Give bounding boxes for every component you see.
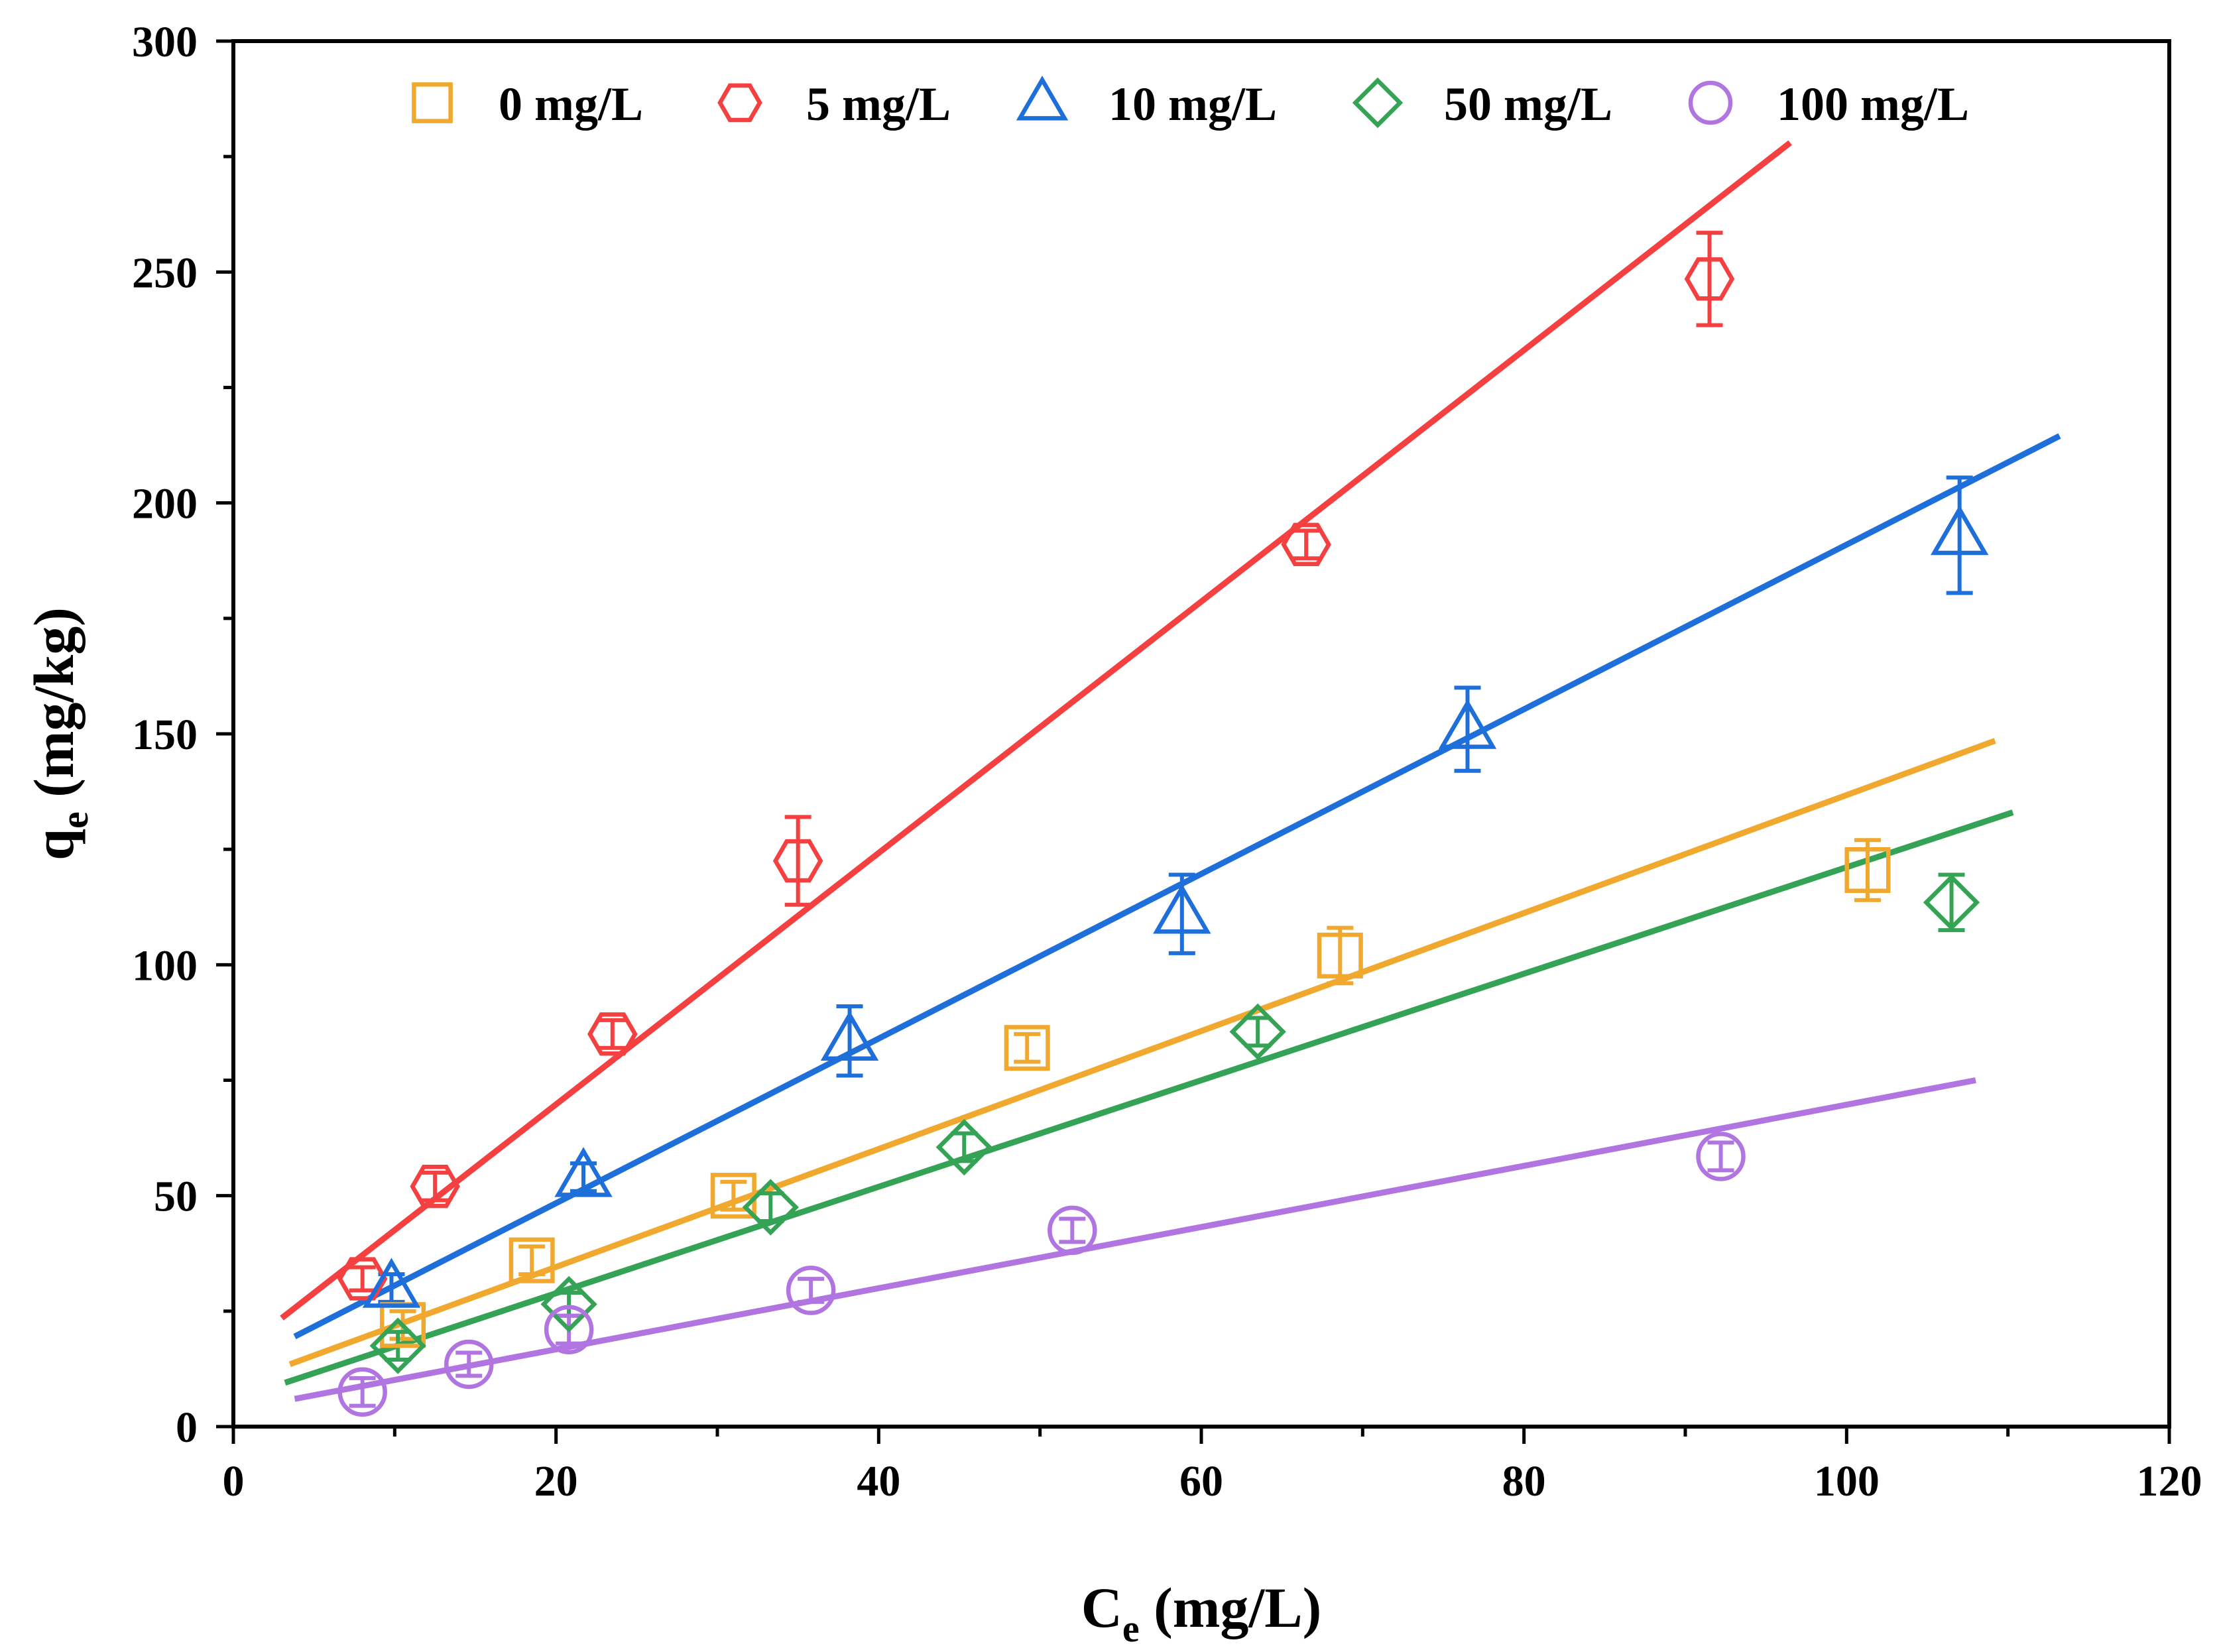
fit-line-0-mg-l: [288, 738, 1996, 1368]
point-100-mg-l-5: [1696, 1132, 1746, 1181]
point-100-mg-l-1: [444, 1339, 494, 1389]
y-axis-title-subscript: e: [53, 811, 96, 829]
x-tick-label: 0: [223, 1457, 245, 1505]
fit-line-50-mg-l: [284, 809, 2014, 1386]
y-tick-label: 0: [176, 1403, 198, 1452]
x-tick-label: 100: [1814, 1457, 1880, 1505]
point-100-mg-l-4: [1048, 1205, 1097, 1256]
point-0-mg-l-4: [1317, 932, 1363, 978]
point-0-mg-l-5: [1844, 847, 1891, 894]
point-50-mg-l-5: [1923, 874, 1980, 931]
legend-label-10-mg-l: 10 mg/L: [1109, 78, 1277, 131]
legend-marker-0-mg-l: [412, 82, 453, 123]
point-50-mg-l-3: [935, 1118, 992, 1176]
y-tick-label: 300: [132, 18, 198, 66]
y-axis-title-main: q: [22, 829, 86, 860]
fit-lines: [280, 140, 2061, 1402]
legend-marker-5-mg-l: [717, 83, 762, 123]
y-tick-label: 100: [132, 941, 198, 990]
legend-marker-10-mg-l: [1016, 76, 1069, 121]
point-10-mg-l-1: [554, 1147, 613, 1197]
fit-line-10-mg-l: [293, 433, 2061, 1340]
point-50-mg-l-4: [1229, 1003, 1286, 1061]
x-axis-title: Ce (mg/L): [1081, 1576, 1322, 1650]
point-5-mg-l-3: [772, 839, 823, 883]
legend-label-0-mg-l: 0 mg/L: [499, 78, 643, 131]
axes: 0 20 40 60 80 100 120 0 50 100 150 200 250 300 Ce (mg/…: [22, 18, 2202, 1650]
point-50-mg-l-1: [540, 1275, 597, 1333]
legend-item-100-mg-l: 100 mg/L: [1688, 78, 1969, 131]
legend-marker-100-mg-l: [1688, 80, 1733, 125]
x-tick-label: 120: [2137, 1457, 2202, 1505]
point-0-mg-l-1: [509, 1237, 555, 1283]
y-tick-label: 150: [132, 711, 198, 759]
legend-label-100-mg-l: 100 mg/L: [1777, 78, 1969, 131]
point-10-mg-l-2: [820, 1010, 879, 1061]
point-50-mg-l-0: [369, 1317, 426, 1374]
y-tick-label: 250: [132, 249, 198, 297]
point-0-mg-l-3: [1004, 1025, 1050, 1071]
y-tick-label: 200: [132, 480, 198, 528]
point-5-mg-l-5: [1684, 257, 1735, 301]
legend-label-5-mg-l: 5 mg/L: [806, 78, 951, 131]
point-50-mg-l-2: [742, 1179, 799, 1236]
point-5-mg-l-2: [587, 1012, 638, 1056]
point-5-mg-l-0: [337, 1257, 388, 1301]
y-tick-label: 50: [154, 1173, 198, 1221]
x-axis-title-main: C: [1081, 1576, 1122, 1639]
legend-item-50-mg-l: 50 mg/L: [1352, 77, 1612, 131]
legend-item-10-mg-l: 10 mg/L: [1016, 76, 1277, 131]
x-tick-label: 80: [1502, 1457, 1546, 1505]
legend-item-0-mg-l: 0 mg/L: [412, 78, 643, 131]
point-10-mg-l-4: [1438, 699, 1497, 749]
x-tick-label: 20: [534, 1457, 578, 1505]
point-100-mg-l-0: [337, 1367, 387, 1417]
y-axis-title-unit: (mg/kg): [22, 607, 86, 811]
legend-marker-50-mg-l: [1352, 77, 1404, 129]
point-5-mg-l-4: [1281, 522, 1331, 567]
legend-label-50-mg-l: 50 mg/L: [1444, 78, 1612, 131]
legend: 0 mg/L 5 mg/L 10 mg/L 50 mg/L 100 mg/L: [412, 76, 1969, 131]
legend-item-5-mg-l: 5 mg/L: [717, 78, 951, 131]
y-axis-title-group: qe (mg/kg): [22, 607, 96, 860]
point-10-mg-l-5: [1930, 504, 1989, 556]
point-10-mg-l-3: [1153, 884, 1211, 934]
x-tick-label: 40: [857, 1457, 900, 1505]
point-100-mg-l-2: [544, 1305, 594, 1354]
x-axis-title-unit: (mg/L): [1140, 1576, 1322, 1639]
x-tick-label: 60: [1179, 1457, 1223, 1505]
point-100-mg-l-3: [786, 1266, 836, 1315]
point-5-mg-l-1: [410, 1165, 460, 1209]
fit-line-100-mg-l: [294, 1077, 1976, 1402]
y-axis-title: qe (mg/kg): [22, 607, 96, 860]
data-markers: [337, 257, 1989, 1417]
x-axis-title-subscript: e: [1122, 1607, 1140, 1650]
point-10-mg-l-0: [362, 1258, 421, 1308]
fit-line-5-mg-l: [280, 140, 1792, 1321]
